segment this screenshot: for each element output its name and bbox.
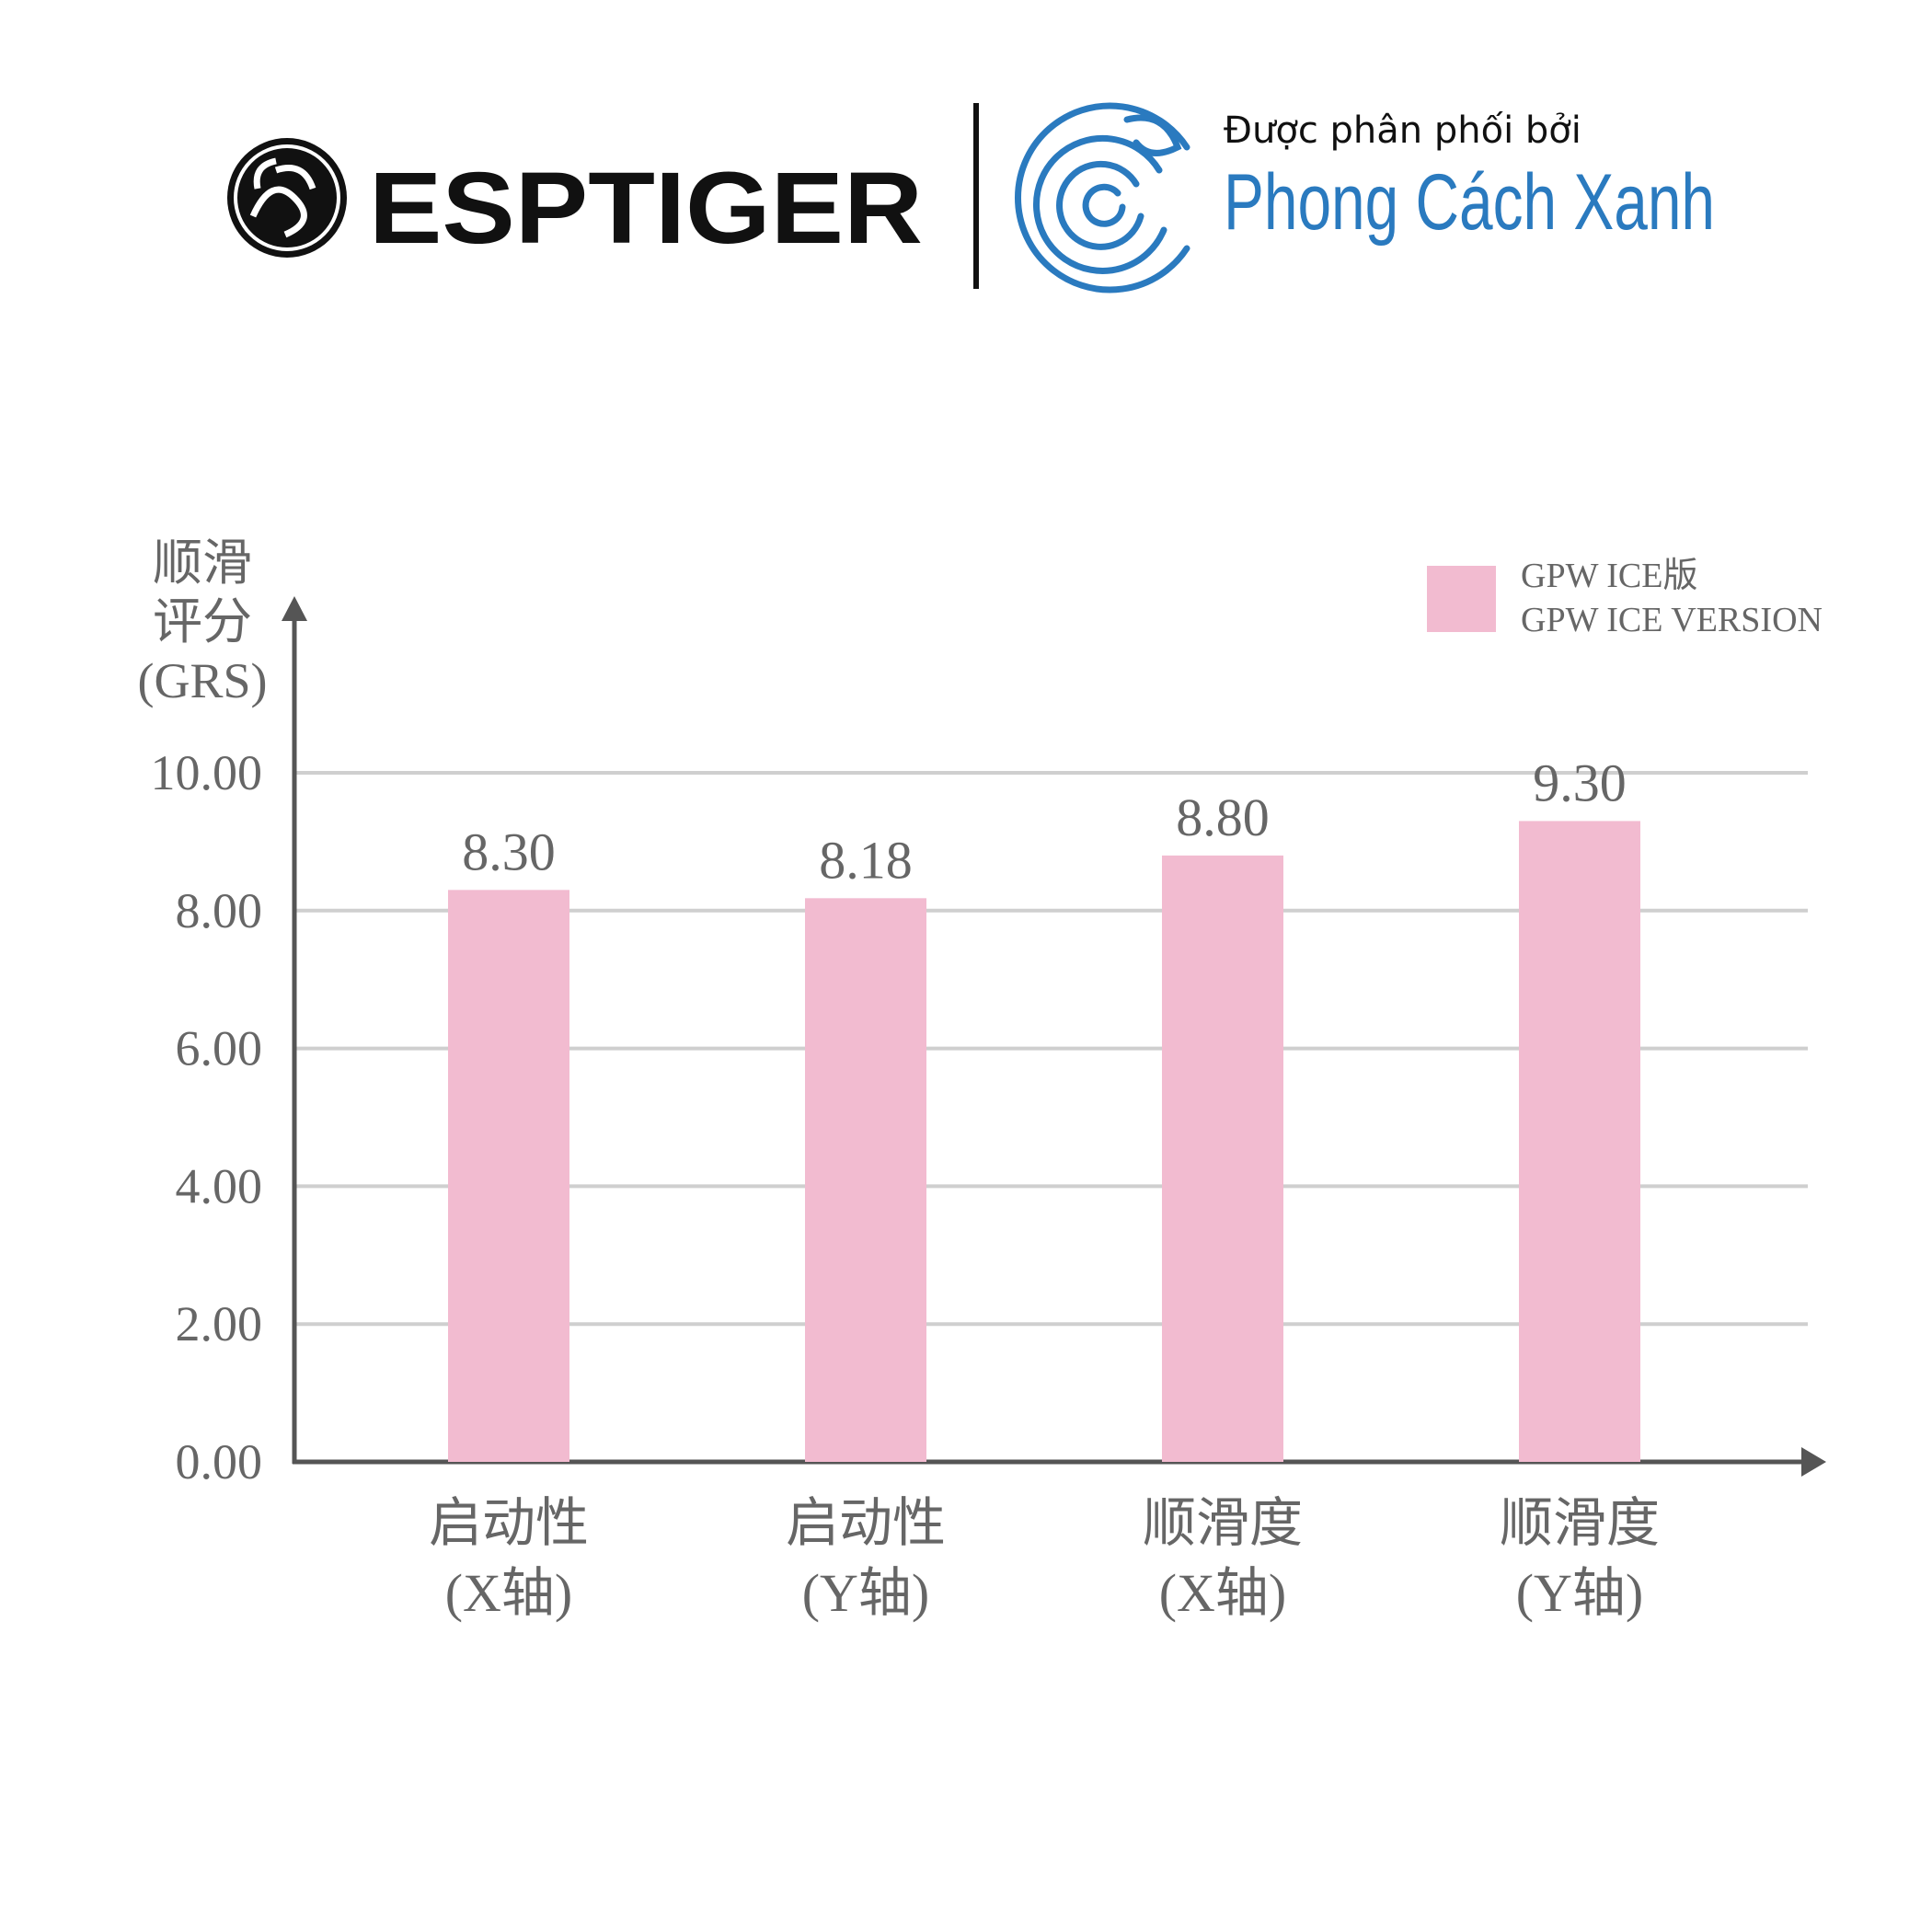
value-label: 8.18: [819, 830, 913, 890]
value-label: 8.80: [1176, 788, 1270, 847]
distributor: Phong Cách Xanh: [1224, 158, 1715, 247]
x-tick-label: 顺滑度 (X轴): [1142, 1493, 1303, 1623]
distributor-logo-icon: [1014, 102, 1190, 293]
legend-swatch: [1427, 566, 1496, 632]
x-axis-arrow: [1801, 1447, 1826, 1477]
value-label: 8.30: [462, 822, 556, 881]
bar: [1162, 855, 1283, 1462]
x-tick-label: 顺滑度 (Y轴): [1499, 1493, 1660, 1623]
y-tick-label: 10.00: [151, 745, 263, 800]
value-label: 9.30: [1533, 753, 1627, 812]
y-tick-label: 8.00: [176, 883, 263, 938]
distributor-note: Được phân phối bởi: [1224, 109, 1581, 152]
bar: [1519, 821, 1640, 1462]
y-axis-label: 顺滑 评分 (GRS): [137, 535, 268, 708]
y-tick-label: 2.00: [176, 1296, 263, 1351]
brand: ESPTIGER: [369, 152, 923, 265]
y-axis-arrow: [282, 596, 307, 621]
y-tick-label: 4.00: [176, 1158, 263, 1213]
x-tick-label: 启动性 (Y轴): [785, 1493, 946, 1623]
esptiger-logo-icon: [227, 138, 347, 258]
y-tick-label: 6.00: [176, 1021, 263, 1076]
y-tick-label: 0.00: [176, 1434, 263, 1489]
legend-label: GPW ICE版 GPW ICE VERSION: [1521, 557, 1823, 639]
bar: [805, 898, 926, 1462]
x-tick-label: 启动性 (X轴): [428, 1493, 589, 1623]
bar: [448, 890, 569, 1462]
